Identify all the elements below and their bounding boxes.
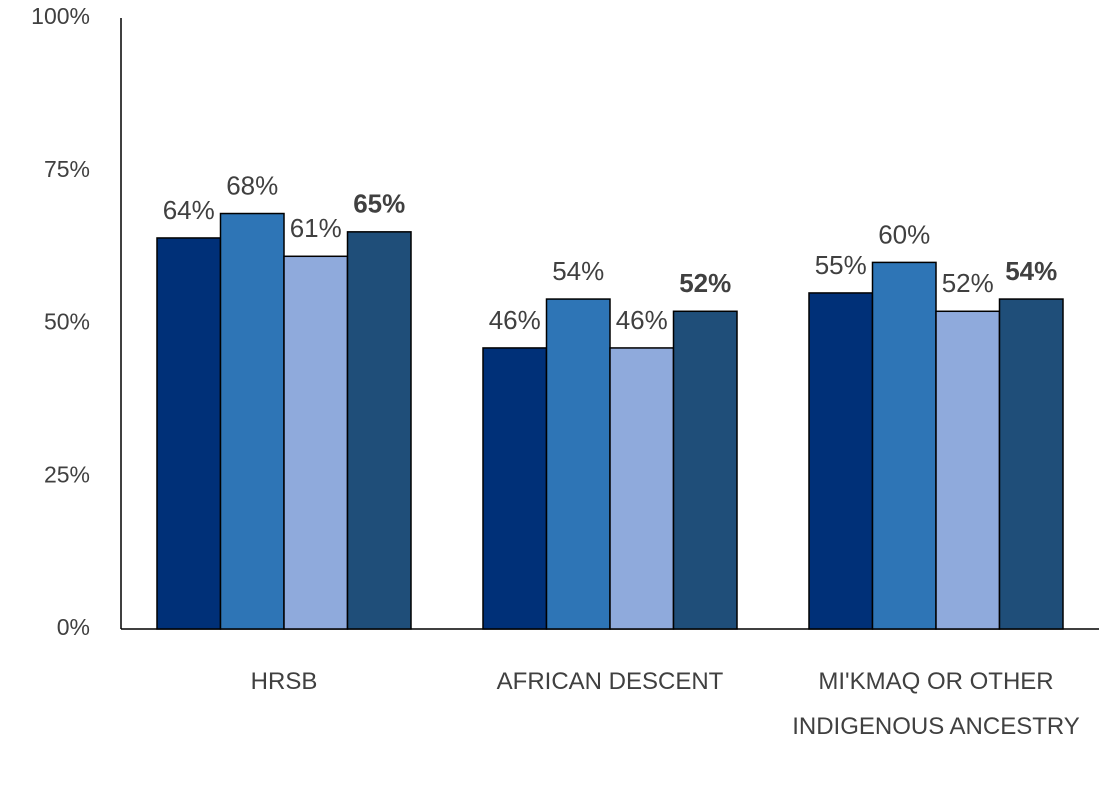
data-label: 46% bbox=[616, 305, 668, 335]
data-label: 68% bbox=[226, 170, 278, 200]
data-label: 54% bbox=[552, 256, 604, 286]
data-label: 54% bbox=[1005, 256, 1057, 286]
bar bbox=[482, 347, 548, 630]
y-tick-label: 100% bbox=[31, 3, 90, 29]
bar bbox=[346, 231, 412, 630]
bar bbox=[808, 292, 874, 630]
bar bbox=[672, 310, 738, 630]
y-tick-label: 0% bbox=[57, 614, 90, 640]
x-tick-label-box: HRSB bbox=[250, 668, 318, 695]
x-tick-label-box: MI'KMAQ OR OTHER INDIGENOUS ANCESTRY bbox=[792, 668, 1080, 740]
data-label: 52% bbox=[679, 268, 731, 298]
bar bbox=[283, 255, 349, 630]
data-label: 65% bbox=[353, 189, 405, 219]
bar bbox=[156, 237, 222, 630]
y-tick-label: 25% bbox=[44, 461, 90, 487]
data-label: 55% bbox=[815, 250, 867, 280]
x-tick-label-box: AFRICAN DESCENT bbox=[496, 668, 724, 695]
bar bbox=[219, 212, 285, 630]
bar bbox=[935, 310, 1001, 630]
data-label: 64% bbox=[163, 195, 215, 225]
x-tick-label: AFRICAN DESCENT bbox=[496, 668, 724, 695]
data-label: 60% bbox=[878, 219, 930, 249]
data-label: 52% bbox=[942, 268, 994, 298]
data-label: 46% bbox=[489, 305, 541, 335]
x-tick-label: HRSB bbox=[250, 668, 318, 695]
bar bbox=[998, 298, 1064, 630]
y-tick-label: 50% bbox=[44, 309, 90, 335]
data-label: 61% bbox=[290, 213, 342, 243]
bar bbox=[609, 347, 675, 630]
y-tick-label: 75% bbox=[44, 156, 90, 182]
x-tick-label: MI'KMAQ OR OTHER INDIGENOUS ANCESTRY bbox=[792, 668, 1080, 740]
bar bbox=[871, 261, 937, 630]
bar bbox=[545, 298, 611, 630]
